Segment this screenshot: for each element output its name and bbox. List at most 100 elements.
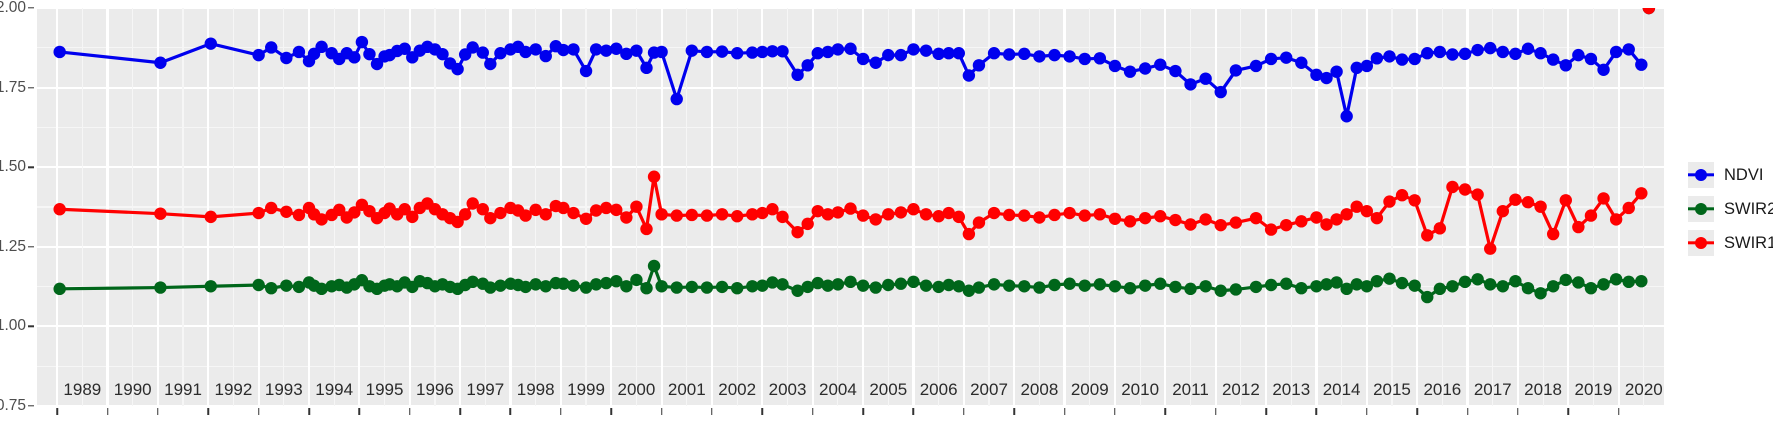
data-point: [1350, 200, 1363, 213]
data-point: [856, 209, 870, 222]
data-point: [1350, 61, 1363, 75]
x-axis-tick-mark: [1366, 408, 1368, 415]
data-point: [1370, 274, 1384, 288]
data-point: [589, 204, 603, 217]
x-axis-tick-mark: [761, 408, 764, 415]
gridline-vertical-major: [1164, 8, 1167, 406]
data-point: [1295, 281, 1308, 295]
gridline-vertical-minor: [786, 8, 789, 406]
data-point: [791, 284, 804, 297]
data-point: [315, 40, 328, 54]
legend-item-swir1[interactable]: SWIR1: [1688, 230, 1773, 256]
data-point: [882, 48, 895, 62]
data-point: [1484, 242, 1497, 255]
data-point: [1093, 208, 1107, 221]
data-point: [1264, 52, 1278, 66]
legend-item-swir2[interactable]: SWIR2: [1688, 196, 1773, 222]
data-point: [894, 48, 908, 62]
data-point: [1280, 51, 1293, 64]
data-point: [685, 44, 699, 57]
data-point: [1433, 45, 1447, 59]
x-axis-tick-label: 2001: [667, 380, 706, 399]
data-point: [1199, 72, 1212, 85]
data-point: [557, 43, 570, 57]
data-point: [567, 43, 580, 56]
data-point: [1249, 280, 1263, 294]
data-point: [907, 275, 920, 289]
data-point: [655, 280, 668, 293]
data-point: [1320, 218, 1333, 231]
data-point: [1635, 274, 1648, 288]
gridline-vertical-minor: [1290, 8, 1292, 406]
data-point: [53, 282, 66, 296]
data-point: [1310, 211, 1323, 224]
series-layer: [53, 8, 1656, 304]
data-point: [1033, 50, 1046, 63]
x-axis-tick-mark: [1466, 408, 1469, 415]
data-point: [1138, 62, 1152, 75]
data-point: [1078, 52, 1091, 66]
data-point: [1509, 47, 1522, 61]
data-point: [484, 281, 497, 294]
data-point: [315, 213, 328, 226]
data-point: [494, 279, 507, 292]
data-point: [700, 45, 714, 59]
x-axis-tick-label: 2020: [1624, 380, 1663, 399]
data-point: [1521, 196, 1535, 209]
data-point: [1534, 47, 1547, 60]
data-point: [640, 281, 653, 295]
data-point: [1063, 277, 1076, 290]
x-axis-tick-label: 2015: [1373, 380, 1411, 399]
gridline-vertical-minor: [182, 8, 184, 406]
data-point: [292, 280, 306, 294]
data-point: [1360, 280, 1374, 293]
data-point: [1048, 208, 1061, 222]
data-point: [1229, 64, 1243, 77]
gridline-vertical-minor: [232, 8, 235, 406]
data-point: [1572, 48, 1585, 62]
data-point: [1123, 215, 1137, 228]
data-point: [398, 203, 411, 216]
data-point: [730, 47, 744, 60]
data-point: [333, 203, 346, 217]
data-point: [466, 197, 479, 210]
data-point: [730, 281, 744, 295]
gridline-horizontal-major: [37, 8, 1664, 10]
data-point: [1295, 215, 1308, 228]
x-axis-tick-mark: [157, 408, 159, 415]
data-point: [1199, 280, 1212, 293]
data-point: [1433, 222, 1447, 235]
x-axis-tick-mark: [1214, 408, 1217, 415]
data-point: [962, 69, 976, 82]
data-point: [1446, 280, 1459, 293]
legend-item-label: NDVI: [1724, 165, 1764, 184]
data-point: [952, 47, 965, 60]
data-point: [1446, 180, 1459, 194]
data-point: [1534, 200, 1547, 213]
legend-item-ndvi[interactable]: NDVI: [1688, 162, 1773, 188]
data-point: [1154, 210, 1167, 223]
data-point: [1408, 279, 1421, 292]
data-point: [1138, 279, 1152, 292]
data-point: [1018, 280, 1031, 293]
data-point: [1471, 273, 1484, 286]
data-point: [1229, 283, 1243, 296]
data-point: [436, 47, 449, 61]
gridline-vertical-major: [1516, 8, 1519, 406]
data-point: [1154, 277, 1167, 290]
data-point: [882, 208, 895, 221]
x-axis-tick-mark: [811, 408, 814, 415]
data-point: [1546, 280, 1560, 293]
data-point: [1184, 282, 1197, 296]
x-axis-tick-mark: [1416, 408, 1418, 415]
data-point: [252, 206, 265, 220]
data-point: [1310, 68, 1323, 82]
data-point: [811, 204, 824, 218]
gridline-vertical-major: [1013, 8, 1016, 406]
gridline-vertical-major: [962, 8, 965, 406]
x-axis-tick-mark: [1567, 408, 1570, 415]
data-point: [519, 209, 532, 222]
gridline-vertical-major: [1466, 8, 1469, 406]
data-point: [700, 281, 714, 294]
gridline-vertical-major: [710, 8, 714, 406]
